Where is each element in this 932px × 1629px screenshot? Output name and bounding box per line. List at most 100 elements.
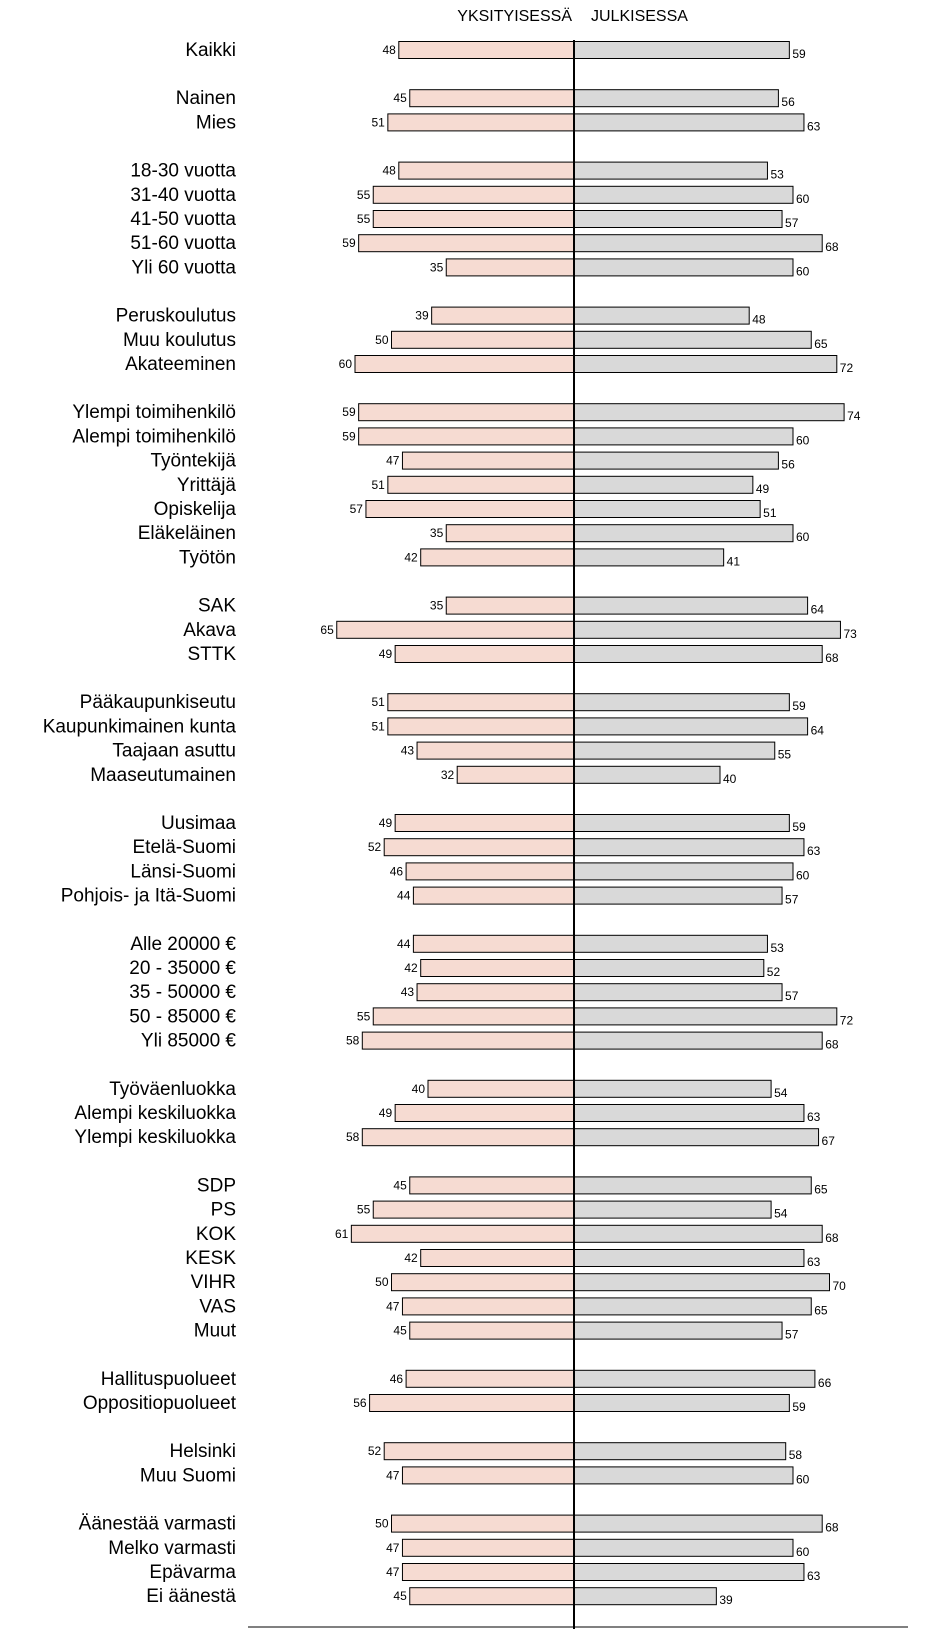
value-label-right: 68	[825, 1231, 839, 1245]
value-label-left: 32	[441, 768, 455, 782]
bar-left	[416, 983, 575, 1002]
bar-right	[573, 1538, 794, 1557]
value-label-right: 60	[796, 868, 810, 882]
category-label: PS	[211, 1200, 236, 1221]
category-label: Melko varmasti	[108, 1538, 236, 1559]
category-label: Alempi toimihenkilö	[72, 426, 236, 447]
category-label: 35 - 50000 €	[129, 982, 236, 1003]
value-label-left: 55	[357, 1203, 371, 1217]
value-label-left: 45	[393, 1178, 407, 1192]
bar-left	[398, 161, 575, 180]
bar-right	[573, 1176, 812, 1195]
value-label-left: 45	[393, 1589, 407, 1603]
value-label-left: 58	[346, 1034, 360, 1048]
bar-left	[412, 886, 575, 905]
value-label-left: 50	[375, 1517, 389, 1531]
value-label-right: 40	[723, 772, 737, 786]
category-label: Muu koulutus	[123, 330, 236, 351]
value-label-left: 48	[382, 164, 396, 178]
value-label-left: 45	[393, 91, 407, 105]
bar-left	[372, 1200, 575, 1219]
bar-left	[445, 524, 575, 543]
value-label-left: 49	[379, 816, 393, 830]
bar-left	[427, 1079, 575, 1098]
bar-left	[372, 1007, 575, 1026]
bar-left	[391, 1273, 575, 1292]
bars-layer: Kaikki 48 59 Nainen 45 56 Mies 51 63 18-30 vuotta…	[43, 40, 861, 1607]
value-label-right: 60	[796, 192, 810, 206]
value-label-left: 51	[371, 719, 385, 733]
value-label-right: 59	[792, 47, 806, 61]
bar-right	[573, 89, 779, 108]
category-label: STTK	[187, 644, 236, 665]
bar-right	[573, 475, 754, 494]
bar-right	[573, 1200, 772, 1219]
legend-right-series: JULKISESSA	[591, 8, 688, 25]
value-label-left: 55	[357, 1009, 371, 1023]
category-label: 18-30 vuotta	[130, 161, 236, 182]
bar-left	[416, 741, 575, 760]
value-label-left: 40	[412, 1082, 426, 1096]
bar-left	[394, 1104, 575, 1122]
bar-left	[383, 1442, 575, 1461]
category-label: Äänestää varmasti	[79, 1514, 236, 1535]
bar-left	[401, 1538, 575, 1557]
bar-left	[372, 185, 575, 204]
bar-left	[358, 234, 575, 253]
value-label-left: 48	[382, 43, 396, 57]
value-label-left: 42	[404, 1251, 418, 1265]
bar-right	[573, 1514, 823, 1533]
bar-left	[420, 959, 575, 977]
value-label-right: 65	[814, 337, 828, 351]
value-label-right: 59	[792, 820, 806, 834]
value-label-left: 47	[386, 1299, 400, 1313]
bar-left	[401, 451, 575, 470]
category-label: Ylempi keskiluokka	[74, 1127, 236, 1148]
value-label-right: 64	[811, 603, 825, 617]
bar-right	[573, 645, 823, 663]
bar-right	[573, 1297, 812, 1316]
value-label-left: 55	[357, 188, 371, 202]
category-label: Helsinki	[169, 1441, 236, 1462]
value-label-right: 60	[796, 530, 810, 544]
value-label-left: 55	[357, 212, 371, 226]
value-label-left: 47	[386, 1541, 400, 1555]
value-label-left: 61	[335, 1227, 349, 1241]
bar-left	[420, 548, 575, 567]
bar-right	[573, 862, 794, 881]
value-label-left: 51	[371, 695, 385, 709]
bar-right	[573, 1249, 805, 1267]
bar-right	[573, 548, 725, 567]
bar-left	[387, 113, 575, 132]
value-label-right: 53	[770, 941, 784, 955]
bar-right	[573, 41, 790, 59]
category-label: 31-40 vuotta	[130, 185, 236, 206]
bar-right	[573, 814, 790, 832]
category-label: Yli 60 vuotta	[131, 257, 236, 278]
category-label: 51-60 vuotta	[130, 233, 236, 254]
bar-right	[573, 1394, 790, 1412]
bar-right	[573, 596, 809, 615]
bar-left	[431, 306, 575, 325]
bar-right	[573, 113, 805, 132]
value-label-right: 63	[807, 1110, 821, 1124]
bar-right	[573, 1079, 772, 1098]
value-label-right: 56	[781, 458, 795, 472]
bar-left	[354, 355, 575, 373]
value-label-left: 59	[342, 236, 356, 250]
value-label-left: 52	[368, 840, 382, 854]
category-label: Työväenluokka	[109, 1079, 236, 1100]
bar-left	[445, 596, 575, 615]
bar-right	[573, 1466, 794, 1485]
bar-right	[573, 717, 809, 736]
value-label-left: 59	[342, 429, 356, 443]
value-label-right: 63	[807, 119, 821, 133]
value-label-right: 54	[774, 1207, 788, 1221]
value-label-right: 48	[752, 313, 766, 327]
value-label-left: 65	[320, 623, 334, 637]
value-label-right: 65	[814, 1182, 828, 1196]
value-label-left: 35	[430, 599, 444, 613]
category-label: Työtön	[179, 547, 236, 568]
bar-left	[361, 1031, 575, 1050]
bar-right	[573, 741, 776, 760]
